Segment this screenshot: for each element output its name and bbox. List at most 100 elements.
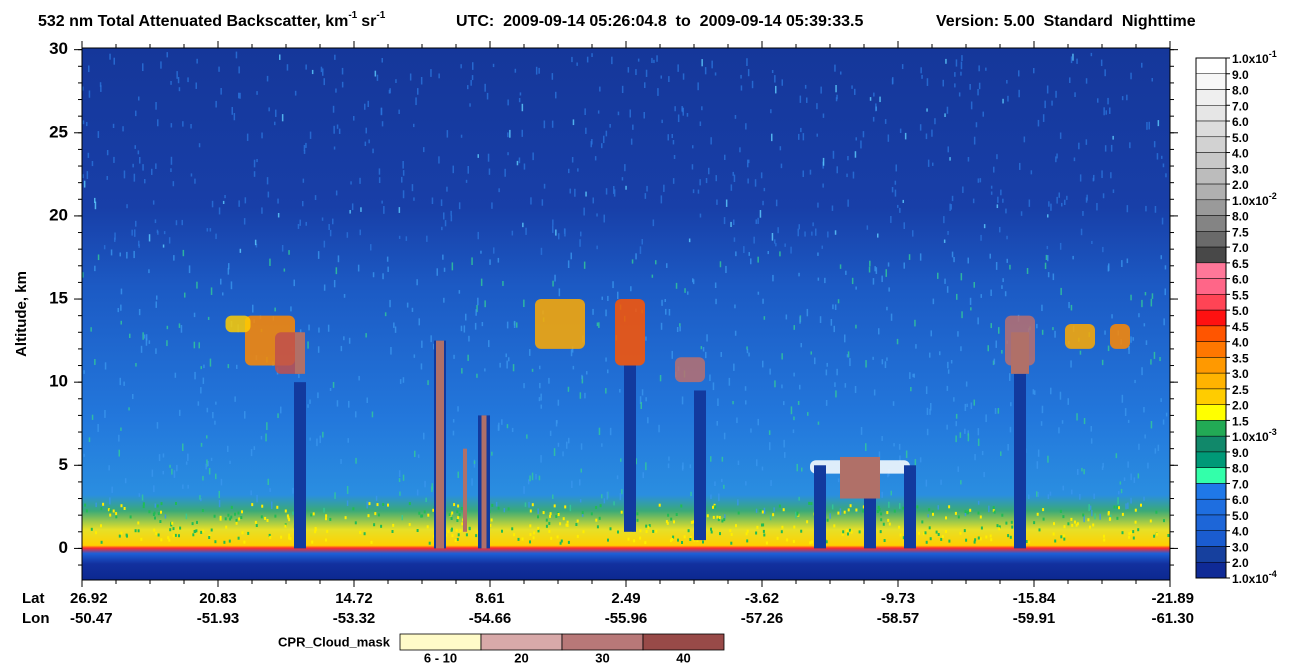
texture: [997, 408, 1000, 414]
texture: [579, 392, 582, 399]
texture: [1113, 505, 1116, 509]
texture: [1023, 136, 1026, 143]
texture: [946, 385, 949, 391]
texture: [596, 213, 598, 217]
texture: [641, 389, 644, 396]
texture: [967, 510, 969, 514]
texture: [341, 67, 344, 75]
texture: [967, 157, 970, 162]
texture: [267, 478, 269, 486]
texture: [668, 456, 670, 461]
texture: [816, 103, 818, 110]
texture: [965, 538, 968, 542]
texture: [847, 156, 849, 161]
texture: [358, 375, 360, 381]
texture: [1051, 100, 1053, 106]
texture: [773, 507, 775, 512]
texture: [332, 218, 334, 225]
colorbar-swatch: [1195, 246, 1227, 264]
texture: [334, 492, 336, 499]
texture: [712, 382, 715, 391]
texture: [714, 72, 717, 76]
texture: [1128, 532, 1131, 536]
colorbar-label-text: 1.0x10: [1232, 194, 1269, 208]
texture: [723, 518, 726, 522]
texture: [1059, 242, 1062, 250]
colorbar-label: 1.0x10-3: [1232, 428, 1277, 445]
texture: [825, 369, 828, 376]
texture: [286, 514, 289, 518]
cloud-mask-entry: 40: [676, 650, 690, 665]
texture: [1109, 107, 1111, 114]
texture: [498, 188, 500, 193]
colorbar-label: 7.0: [1232, 241, 1249, 255]
texture: [110, 249, 113, 256]
texture: [996, 524, 999, 528]
texture: [427, 513, 430, 517]
texture: [826, 362, 828, 367]
texture: [274, 121, 276, 126]
texture: [141, 494, 144, 501]
colorbar-label: 9.0: [1232, 446, 1249, 460]
texture: [476, 373, 478, 378]
texture: [347, 438, 349, 443]
colorbar-label-exp: -2: [1269, 191, 1277, 201]
texture: [878, 451, 881, 459]
texture: [932, 298, 935, 305]
cloud-mask: [481, 415, 487, 549]
texture: [106, 176, 108, 180]
texture: [990, 323, 992, 329]
texture: [255, 524, 258, 527]
texture: [780, 530, 783, 534]
texture: [679, 323, 681, 327]
texture: [196, 520, 198, 524]
texture: [231, 107, 233, 115]
texture: [1047, 272, 1050, 278]
texture: [732, 401, 734, 405]
texture: [860, 427, 863, 435]
texture: [635, 458, 637, 465]
texture: [199, 495, 201, 500]
texture: [207, 316, 210, 320]
texture: [451, 511, 454, 515]
y-tick-label: 20: [49, 205, 68, 224]
texture: [1069, 77, 1071, 83]
texture: [855, 286, 857, 290]
colorbar-swatch: [1195, 183, 1227, 201]
texture: [120, 288, 123, 295]
texture: [402, 190, 405, 199]
texture: [729, 529, 732, 533]
texture: [193, 530, 196, 533]
texture: [717, 398, 719, 407]
texture: [566, 441, 568, 449]
texture: [928, 526, 931, 530]
texture: [879, 530, 882, 534]
texture: [969, 84, 971, 90]
texture: [668, 309, 671, 316]
texture: [925, 479, 928, 487]
texture: [172, 181, 175, 187]
texture: [303, 145, 306, 152]
lat-tick-label: 20.83: [199, 590, 237, 607]
texture: [557, 399, 560, 406]
chart-title: 532 nm Total Attenuated Backscatter, km-…: [38, 10, 386, 31]
texture: [798, 272, 800, 277]
texture: [1127, 419, 1130, 423]
texture: [99, 82, 102, 87]
texture: [132, 394, 134, 400]
texture: [1125, 503, 1127, 510]
texture: [940, 537, 943, 541]
texture: [545, 524, 548, 528]
texture: [1066, 195, 1068, 200]
colorbar-label: 2.0: [1232, 556, 1249, 570]
texture: [605, 309, 607, 317]
texture: [603, 214, 605, 223]
texture: [552, 225, 554, 233]
texture: [954, 83, 956, 88]
texture: [143, 334, 146, 339]
texture: [672, 535, 675, 539]
texture: [153, 485, 155, 493]
lon-tick-label: -58.57: [877, 610, 920, 627]
texture: [603, 135, 605, 144]
texture: [197, 401, 200, 406]
